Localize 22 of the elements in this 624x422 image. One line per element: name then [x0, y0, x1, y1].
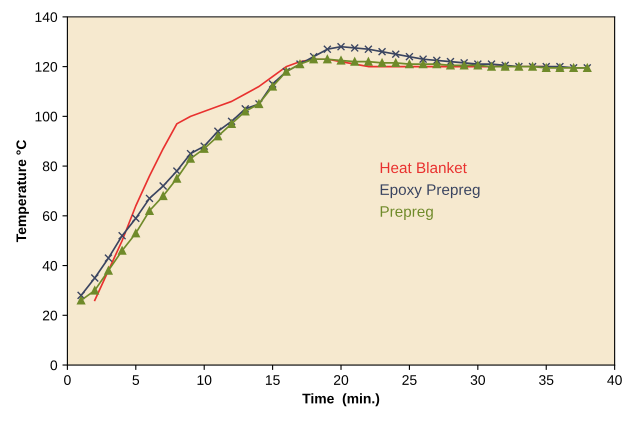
- y-tick-label: 120: [36, 62, 58, 72]
- text: Prepreg: [380, 206, 433, 220]
- x-tick-label: 35: [539, 375, 554, 385]
- x-axis-title: Time (min.): [302, 393, 380, 406]
- text: Epoxy Prepreg: [380, 184, 480, 198]
- y-tick-label: 80: [42, 161, 58, 172]
- y-tick-label: 140: [36, 12, 58, 22]
- x-tick-label: 15: [266, 375, 280, 385]
- x-tick-label: 20: [334, 375, 348, 385]
- y-axis-title: Temperature °C: [16, 140, 29, 242]
- x-tick-label: 25: [402, 375, 417, 385]
- x-tick-label: 5: [132, 375, 140, 385]
- x-tick-label: 30: [470, 375, 486, 385]
- text: Heat Blanket: [380, 162, 467, 174]
- x-tick-label: 0: [64, 375, 71, 385]
- y-tick-label: 100: [36, 112, 58, 122]
- y-tick-label: 60: [42, 211, 58, 221]
- y-tick-label: 20: [42, 310, 58, 320]
- x-tick-label: 10: [198, 375, 212, 385]
- x-tick-label: 40: [607, 375, 622, 385]
- y-tick-label: 40: [42, 260, 58, 271]
- y-tick-label: 0: [50, 360, 58, 370]
